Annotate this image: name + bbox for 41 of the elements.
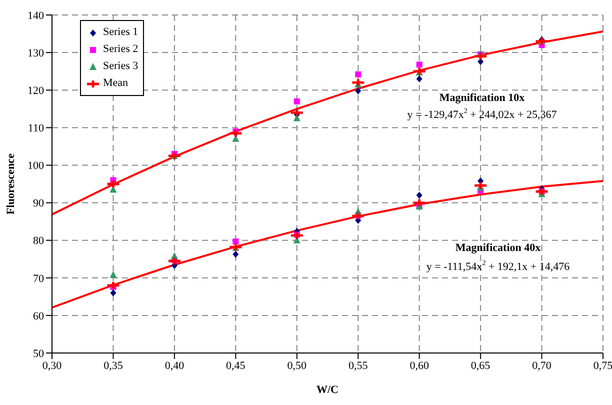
y-tick-label: 120: [28, 85, 44, 98]
y-tick-label: 70: [33, 272, 44, 285]
x-tick-label: 0,35: [104, 360, 124, 372]
y-tick-label: 80: [33, 235, 44, 248]
y-tick-label: 50: [33, 348, 44, 360]
point: [110, 270, 117, 278]
point: [232, 238, 239, 244]
annotation: y = -129,47x$^{2}$ + 244,02x + 25,367: [407, 106, 558, 121]
y-tick-label: 100: [28, 160, 44, 172]
point: [355, 71, 362, 78]
point: [416, 75, 422, 82]
legend-label: Series 3: [103, 59, 138, 74]
point: [294, 98, 300, 104]
point: [416, 192, 422, 199]
legend-label: Series 1: [103, 25, 138, 40]
y-axis-title: Fluorescence: [4, 153, 17, 214]
x-tick-label: 0,50: [287, 360, 308, 372]
line-series: [52, 180, 603, 309]
x-tick-label: 0,45: [226, 360, 246, 372]
x-tick-label: 0,55: [348, 360, 368, 372]
x-tick-label: 0,65: [470, 360, 491, 372]
point: [355, 87, 362, 94]
point: [110, 289, 116, 296]
point: [416, 62, 422, 68]
x-tick-label: 0,30: [42, 360, 62, 372]
x-tick-label: 0,75: [593, 360, 612, 372]
annotation: y = -111,54x$^{2}$ + 192,1x + 14,476: [426, 258, 570, 273]
x-tick-label: 0,40: [164, 360, 185, 372]
x-tick-label: 0,70: [532, 360, 552, 372]
point: [232, 250, 239, 258]
legend-label: Mean: [103, 76, 128, 91]
y-tick-label: 110: [28, 122, 44, 135]
y-tick-label: 140: [28, 10, 44, 22]
x-axis-title: W/C: [316, 384, 339, 396]
x-tick-label: 0,60: [410, 360, 430, 372]
annotation: Magnification 40x: [455, 242, 542, 254]
y-tick-label: 90: [33, 198, 44, 210]
annotation: Magnification 10x: [439, 92, 526, 104]
y-tick-label: 130: [28, 47, 44, 60]
legend-label: Series 2: [103, 42, 138, 57]
y-tick-label: 60: [33, 310, 44, 322]
